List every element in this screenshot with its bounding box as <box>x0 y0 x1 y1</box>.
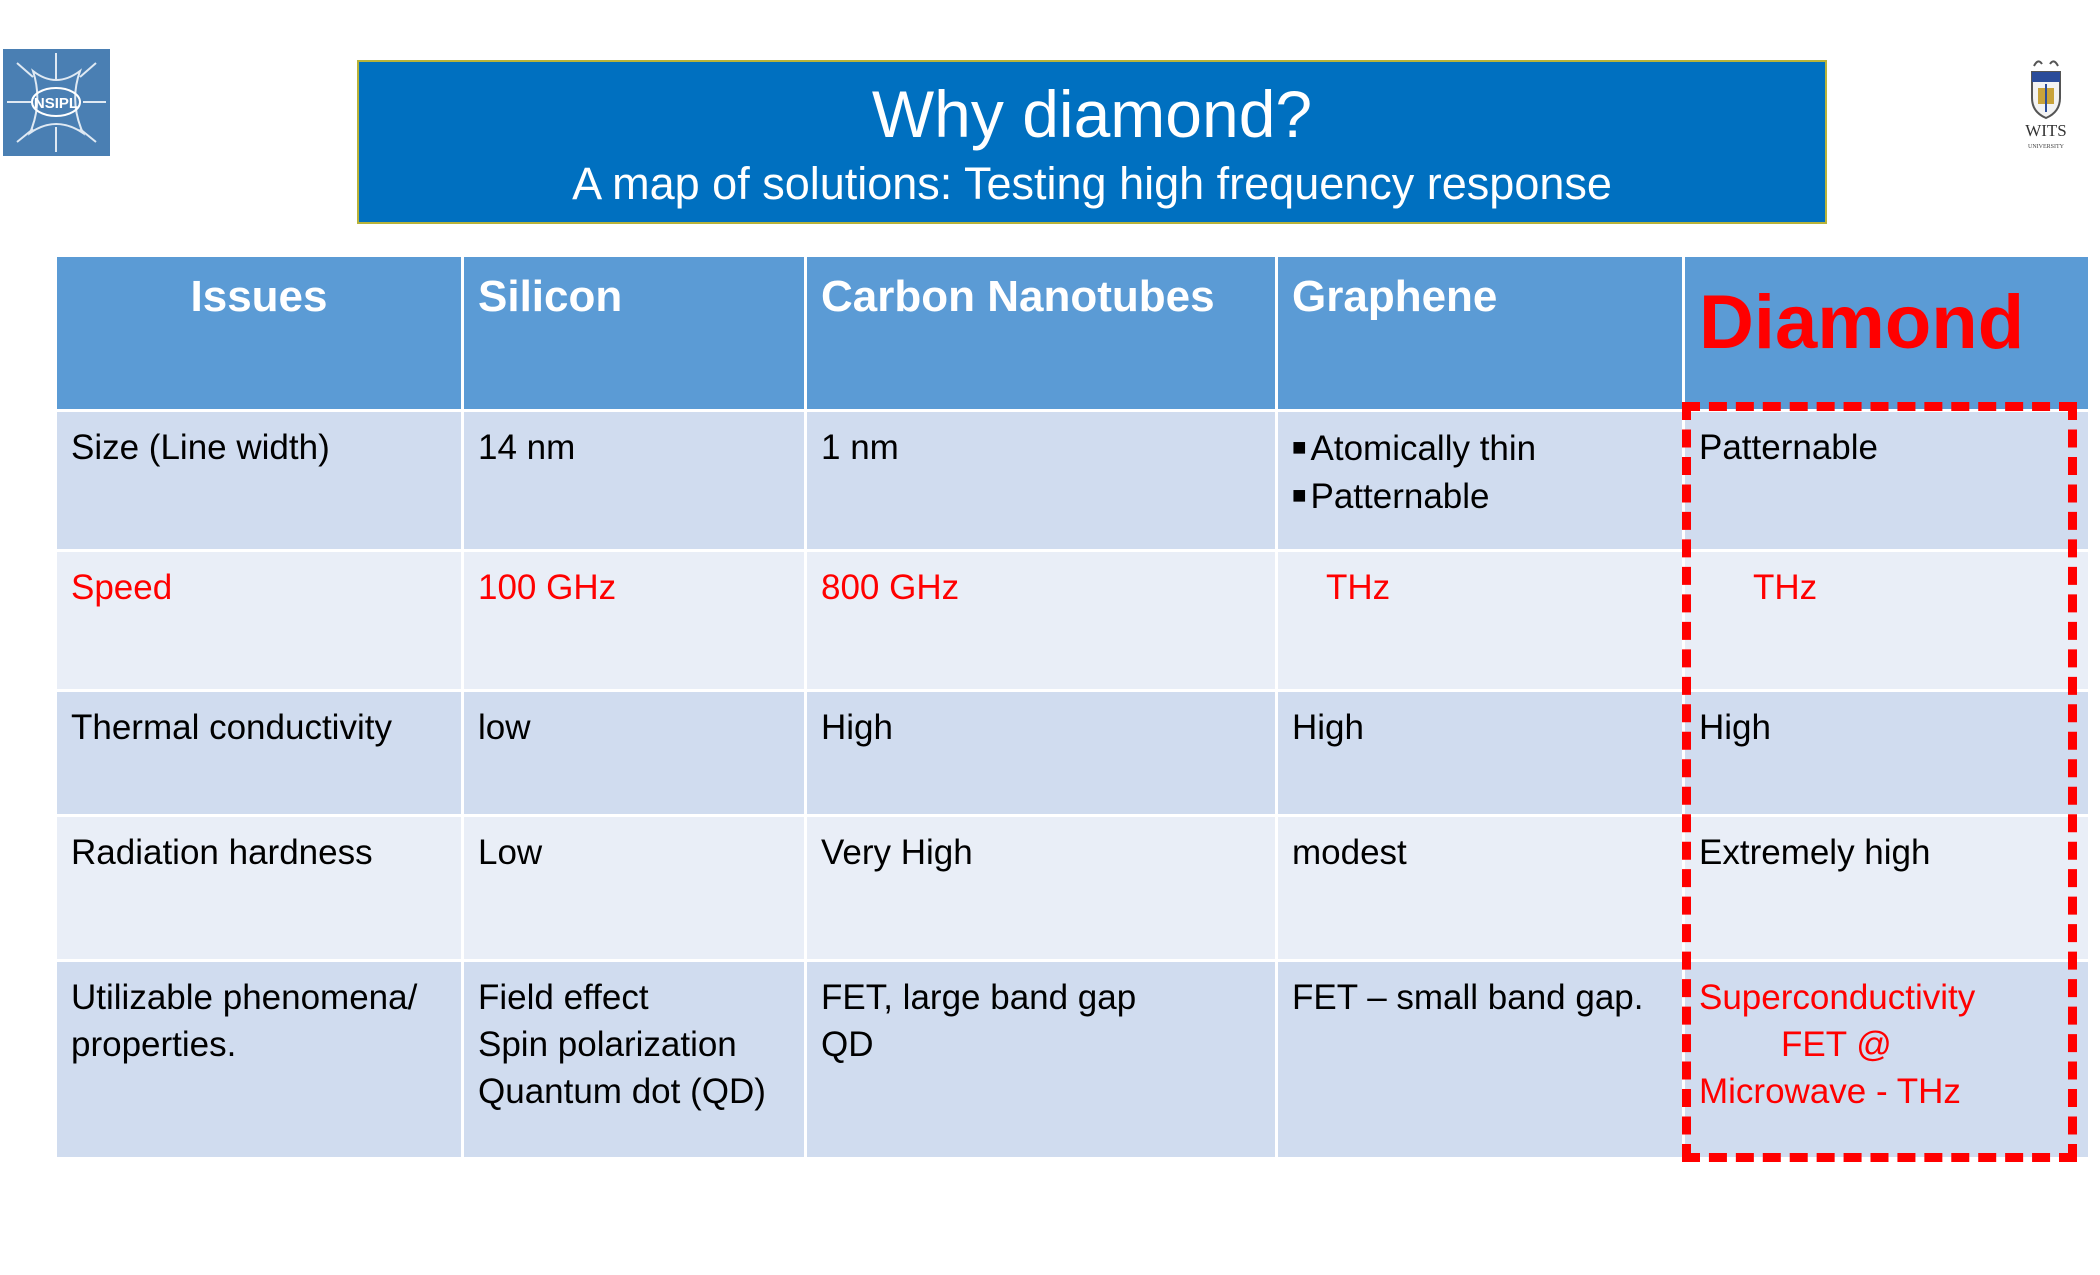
nsipl-logo-text: NSIPL <box>34 95 78 112</box>
cell-text: THz <box>1326 568 1391 607</box>
cell-silicon: Low <box>461 814 807 962</box>
bullet-item: ■ Patternable <box>1292 472 1668 520</box>
column-header-graphene: Graphene <box>1275 254 1685 412</box>
cell-carbon-nanotubes: 1 nm <box>804 409 1278 552</box>
cell-line: Spin polarization <box>478 1025 737 1064</box>
cell-graphene: modest <box>1275 814 1685 962</box>
cell-line: Quantum dot (QD) <box>478 1072 766 1111</box>
cell-line: QD <box>821 1025 874 1064</box>
wits-logo-subtext: UNIVERSITY <box>2028 144 2065 150</box>
column-header-diamond: Diamond <box>1682 254 2091 412</box>
table-row-radiation: Radiation hardness Low Very High modest … <box>54 814 2091 962</box>
cell-diamond: THz <box>1682 549 2091 692</box>
cell-issue: Size (Line width) <box>54 409 464 552</box>
wits-crest-graphic: WITS UNIVERSITY <box>2025 60 2067 150</box>
cell-silicon: Field effect Spin polarization Quantum d… <box>461 959 807 1160</box>
wits-crest-logo: WITS UNIVERSITY <box>2006 54 2086 154</box>
cell-diamond: Extremely high <box>1682 814 2091 962</box>
cell-carbon-nanotubes: FET, large band gap QD <box>804 959 1278 1160</box>
table-row-phenomena: Utilizable phenomena/ properties. Field … <box>54 959 2091 1160</box>
page-title: Why diamond? <box>871 77 1313 151</box>
cell-silicon: 14 nm <box>461 409 807 552</box>
table-row-size: Size (Line width) 14 nm 1 nm ■ Atomically… <box>54 409 2091 552</box>
cell-silicon: low <box>461 689 807 817</box>
cell-carbon-nanotubes: High <box>804 689 1278 817</box>
cell-diamond: Patternable <box>1682 409 2091 552</box>
nsipl-logo: NSIPL <box>3 49 110 156</box>
cell-graphene: High <box>1275 689 1685 817</box>
column-header-silicon: Silicon <box>461 254 807 412</box>
nsipl-logo-graphic: NSIPL <box>7 53 106 152</box>
square-bullet-icon: ■ <box>1292 482 1307 509</box>
cell-line: Superconductivity <box>1699 978 1976 1017</box>
cell-diamond: Superconductivity FET @ Microwave - THz <box>1682 959 2091 1160</box>
cell-line: Field effect <box>478 978 649 1017</box>
bullet-text: Atomically thin <box>1310 429 1537 468</box>
cell-carbon-nanotubes: Very High <box>804 814 1278 962</box>
column-header-issues: Issues <box>54 254 464 412</box>
cell-text: THz <box>1753 568 1818 607</box>
cell-issue: Radiation hardness <box>54 814 464 962</box>
cell-line: FET, large band gap <box>821 978 1137 1017</box>
wits-logo-text: WITS <box>2025 121 2067 140</box>
square-bullet-icon: ■ <box>1292 434 1307 461</box>
table-header-row: Issues Silicon Carbon Nanotubes Graphene… <box>54 254 2091 412</box>
cell-issue: Utilizable phenomena/ properties. <box>54 959 464 1160</box>
table-row-thermal: Thermal conductivity low High High High <box>54 689 2091 817</box>
cell-silicon: 100 GHz <box>461 549 807 692</box>
page-subtitle: A map of solutions: Testing high frequen… <box>572 158 1612 209</box>
table-row-speed: Speed 100 GHz 800 GHz THz THz <box>54 549 2091 692</box>
comparison-table: Issues Silicon Carbon Nanotubes Graphene… <box>54 254 2091 1160</box>
cell-line: Utilizable phenomena/ <box>71 978 418 1017</box>
cell-graphene: FET – small band gap. <box>1275 959 1685 1160</box>
cell-graphene: ■ Atomically thin ■ Patternable <box>1275 409 1685 552</box>
cell-carbon-nanotubes: 800 GHz <box>804 549 1278 692</box>
cell-line: Microwave - THz <box>1699 1072 1961 1111</box>
cell-line: FET @ <box>1781 1025 1892 1064</box>
bullet-text: Patternable <box>1310 477 1490 516</box>
title-banner: Why diamond? A map of solutions: Testing… <box>357 60 1827 224</box>
column-header-carbon-nanotubes: Carbon Nanotubes <box>804 254 1278 412</box>
cell-graphene: THz <box>1275 549 1685 692</box>
bullet-item: ■ Atomically thin <box>1292 424 1668 472</box>
cell-line: properties. <box>71 1025 237 1064</box>
cell-diamond: High <box>1682 689 2091 817</box>
cell-issue: Thermal conductivity <box>54 689 464 817</box>
cell-issue: Speed <box>54 549 464 692</box>
